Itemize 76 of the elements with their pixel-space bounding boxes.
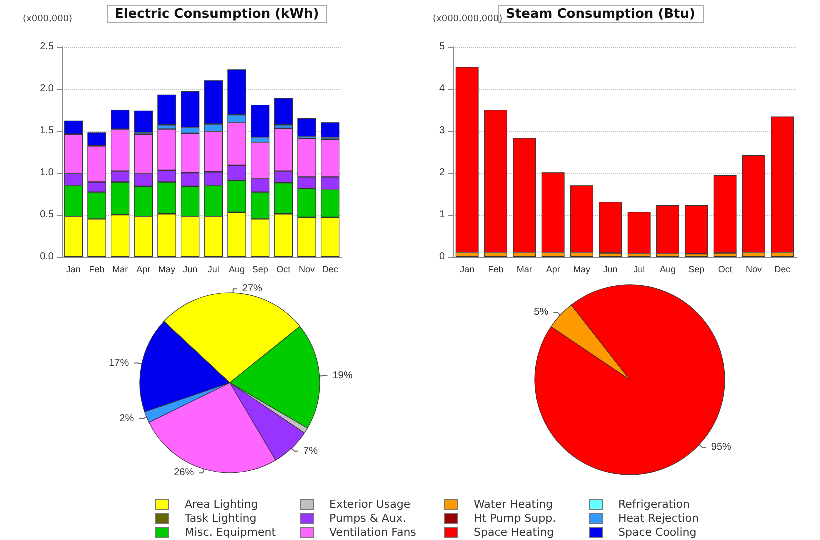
x-tick-label: Jan [460, 264, 475, 274]
bar [134, 110, 153, 133]
legend-label: Pumps & Aux. [330, 512, 406, 524]
x-tick-label: Sep [252, 264, 268, 274]
x-tick-label: Jun [603, 264, 618, 274]
x-tick-label: Feb [488, 264, 504, 274]
legend-label: Heat Rejection [618, 512, 699, 524]
data-label: 7% [304, 446, 318, 457]
y-tick-label: 1 [439, 210, 446, 220]
legend-label: Misc. Equipment [185, 526, 276, 538]
bar [274, 98, 293, 126]
x-tick-label: Apr [136, 264, 151, 274]
bar [771, 116, 794, 253]
bar [656, 205, 680, 254]
x-tick-label: May [573, 264, 591, 274]
bar [484, 110, 508, 253]
x-tick-label: Oct [718, 264, 733, 274]
legend-label: Refrigeration [618, 498, 690, 510]
y-tick-label: 1.0 [40, 168, 54, 178]
data-label: 26% [174, 468, 194, 479]
bar [158, 94, 176, 126]
y-axis-title: (x000,000) [23, 14, 73, 24]
bar [456, 67, 479, 253]
x-tick-label: Mar [112, 264, 128, 274]
x-tick-label: Jun [183, 264, 198, 274]
x-tick-label: Jul [634, 264, 646, 274]
x-tick-label: Apr [546, 264, 560, 274]
legend-label: Ht Pump Supp. [474, 512, 556, 524]
y-axis-title: (x000,000,000) [433, 14, 503, 24]
bar [685, 205, 708, 254]
data-label: 5% [534, 306, 549, 318]
x-tick-label: Jan [66, 264, 81, 274]
x-tick-label: Mar [516, 264, 532, 274]
legend-label: Task Lighting [185, 512, 257, 524]
x-tick-label: Feb [89, 264, 105, 274]
y-tick-label: 0.0 [40, 252, 54, 262]
legend-label: Exterior Usage [330, 498, 411, 510]
data-label: 95% [711, 442, 732, 454]
bar [321, 122, 340, 138]
x-tick-label: Jul [208, 264, 220, 274]
legend-label: Area Lighting [185, 498, 258, 510]
y-tick-label: 5 [439, 42, 446, 52]
bar [570, 186, 594, 253]
y-tick-label: 1.5 [40, 126, 54, 136]
y-tick-label: 2 [439, 168, 446, 178]
legend-label: Space Heating [474, 526, 554, 538]
x-tick-label: Oct [276, 264, 292, 274]
x-tick-label: Dec [774, 264, 792, 274]
bar [542, 172, 565, 253]
y-tick-label: 2.0 [40, 84, 54, 94]
chart-title: Electric Consumption (kWh) [115, 7, 320, 22]
x-tick-label: Sep [688, 264, 705, 274]
bar [513, 138, 536, 253]
data-label: 19% [332, 370, 353, 382]
x-tick-label: Aug [660, 264, 676, 274]
x-tick-label: Dec [322, 264, 339, 274]
y-tick-label: 0.5 [40, 210, 54, 220]
y-tick-label: 3 [439, 126, 446, 136]
bar [599, 202, 622, 254]
y-tick-label: 0 [439, 252, 446, 262]
legend-label: Water Heating [474, 498, 554, 510]
x-tick-label: Nov [298, 264, 316, 274]
bar [628, 212, 651, 254]
legend-label: Ventilation Fans [330, 526, 416, 538]
chart-title: Steam Consumption (Btu) [506, 7, 696, 22]
bar [714, 176, 737, 254]
x-tick-label: Aug [228, 264, 246, 274]
x-tick-label: Nov [746, 264, 762, 274]
x-tick-label: May [158, 264, 176, 274]
y-tick-label: 4 [439, 84, 446, 94]
bar [742, 155, 766, 253]
data-label: 17% [109, 358, 130, 369]
legend-label: Space Cooling [618, 526, 697, 538]
data-label: 2% [120, 413, 134, 424]
y-tick-label: 2.5 [40, 42, 54, 52]
data-label: 27% [242, 284, 263, 295]
